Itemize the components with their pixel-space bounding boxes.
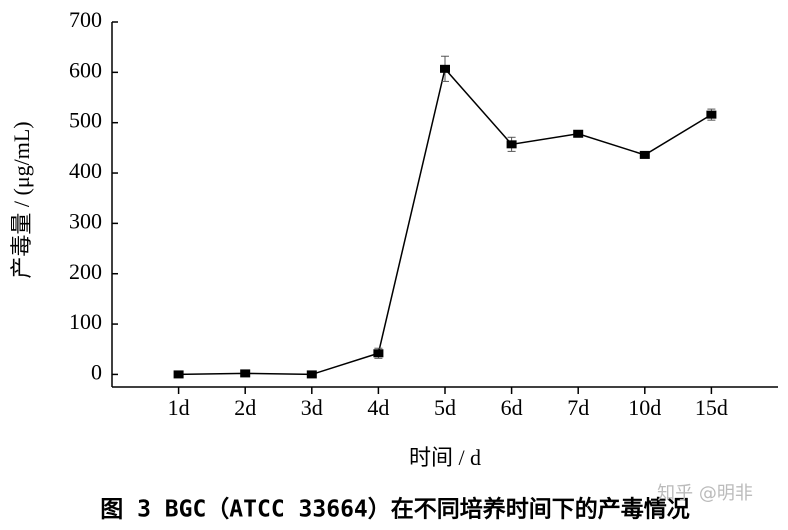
x-tick-label: 5d	[434, 395, 456, 420]
y-tick-label: 200	[69, 259, 102, 284]
marker	[706, 110, 717, 119]
marker	[306, 370, 317, 379]
line	[178, 67, 712, 376]
marker	[440, 64, 450, 73]
marker	[373, 349, 384, 358]
caption: 图 3 BGC（ATCC 33664）在不同培养时间下的产毒情况	[100, 496, 690, 523]
y-tick-label: 0	[91, 359, 102, 384]
x-axis-label: 时间 / d	[409, 445, 481, 470]
marker	[173, 370, 184, 379]
x-tick-label: 4d	[367, 395, 389, 420]
marker	[240, 369, 251, 378]
watermark: 知乎 @明非	[657, 483, 753, 504]
x-tick-label: 1d	[168, 395, 190, 420]
y-tick-label: 400	[69, 158, 102, 183]
marker	[573, 129, 584, 138]
x-tick-label: 2d	[234, 395, 256, 420]
marker	[506, 140, 517, 149]
x-tick-label: 6d	[501, 395, 523, 420]
marker	[639, 150, 650, 159]
x-tick-label: 10d	[628, 395, 661, 420]
y-tick-label: 300	[69, 208, 102, 233]
x-tick-label: 15d	[695, 395, 728, 420]
y-axis-label: 产毒量 / (μg/mL)	[9, 121, 34, 278]
y-tick-label: 600	[69, 57, 102, 82]
x-tick-label: 7d	[567, 395, 589, 420]
x-tick-label: 3d	[301, 395, 323, 420]
y-tick-label: 100	[69, 309, 102, 334]
y-tick-label: 500	[69, 108, 102, 133]
y-tick-label: 700	[69, 7, 102, 32]
